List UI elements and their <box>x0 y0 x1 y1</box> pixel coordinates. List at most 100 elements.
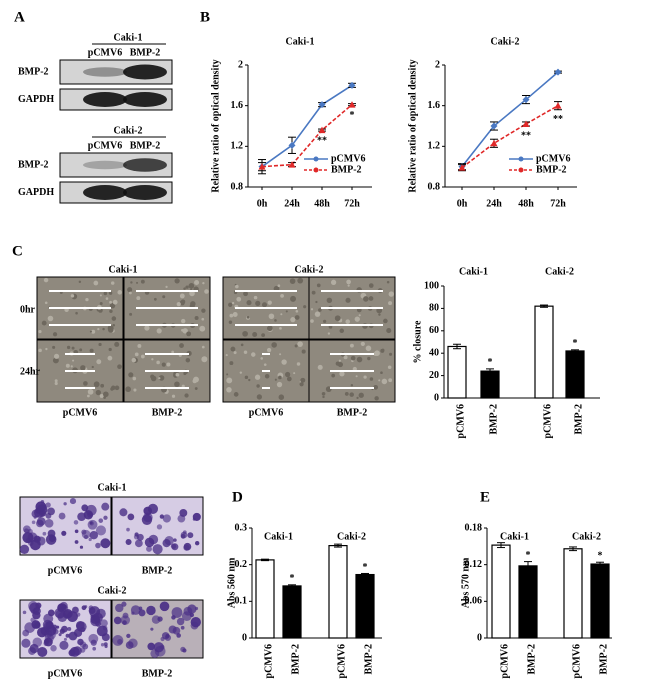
texture <box>383 318 388 324</box>
y-tick-label: 0 <box>477 632 482 643</box>
y-tick-label: 0.3 <box>235 522 248 533</box>
cell <box>22 629 30 637</box>
texture <box>228 302 233 307</box>
texture <box>52 345 56 349</box>
cell <box>162 514 171 523</box>
texture <box>204 289 209 294</box>
texture <box>315 300 318 304</box>
texture <box>129 291 132 295</box>
marker <box>318 101 326 109</box>
texture <box>378 313 381 316</box>
x-tick-label: 24h <box>486 198 502 209</box>
texture <box>153 297 157 301</box>
texture <box>294 344 298 348</box>
texture <box>263 363 267 366</box>
texture <box>300 377 306 383</box>
cell <box>117 639 123 645</box>
image-title: Caki-2 <box>295 264 324 275</box>
band <box>123 92 167 107</box>
texture <box>105 297 109 300</box>
texture <box>349 392 354 397</box>
texture <box>243 350 248 355</box>
cell <box>32 607 41 616</box>
texture <box>246 300 252 306</box>
y-axis-label: Relative ratio of optical density <box>407 59 418 192</box>
texture <box>274 378 277 381</box>
cell <box>36 517 46 526</box>
texture <box>52 357 59 364</box>
cell <box>76 612 81 617</box>
cell <box>43 621 54 633</box>
texture <box>232 312 238 318</box>
texture <box>374 350 380 357</box>
texture <box>47 315 54 322</box>
texture <box>54 381 58 386</box>
texture <box>166 362 171 367</box>
texture <box>347 284 350 287</box>
texture <box>107 355 113 361</box>
texture <box>281 359 287 365</box>
texture <box>286 376 292 382</box>
texture <box>299 382 304 387</box>
texture <box>194 387 198 390</box>
texture <box>236 296 242 302</box>
texture <box>233 392 239 397</box>
marker <box>258 163 266 170</box>
cell <box>159 601 170 612</box>
y-tick-label: 1.2 <box>231 141 244 152</box>
texture <box>176 302 181 307</box>
cell <box>98 518 104 523</box>
texture <box>296 362 301 366</box>
texture <box>343 355 348 360</box>
annotation: ** <box>317 135 327 146</box>
texture <box>271 342 277 348</box>
texture <box>66 345 71 350</box>
texture <box>389 352 393 356</box>
texture <box>41 320 47 326</box>
texture <box>110 387 114 391</box>
texture <box>285 310 288 313</box>
texture <box>229 313 234 318</box>
cell <box>67 627 72 631</box>
cell <box>61 604 69 612</box>
texture <box>228 320 233 324</box>
bar <box>447 345 467 399</box>
texture <box>125 386 131 393</box>
cell <box>85 504 97 516</box>
cell <box>81 529 87 535</box>
x-tick-label: BMP-2 <box>290 644 301 675</box>
cell <box>125 538 132 545</box>
texture <box>264 373 270 379</box>
texture <box>108 347 112 352</box>
texture <box>268 313 275 320</box>
annotation: * <box>488 357 493 368</box>
marker <box>554 68 562 76</box>
texture <box>111 316 117 321</box>
y-axis-label: Relative ratio of optical density <box>210 59 221 192</box>
cell <box>19 544 30 554</box>
texture <box>165 285 168 288</box>
panel-label: B <box>200 9 210 25</box>
texture <box>161 362 166 367</box>
cell <box>45 534 57 545</box>
cell <box>179 509 188 517</box>
cell <box>58 512 66 520</box>
texture <box>326 297 333 304</box>
cell <box>44 518 54 528</box>
texture <box>250 352 256 357</box>
texture <box>225 354 228 357</box>
texture <box>350 384 354 387</box>
lane-label: BMP-2 <box>142 565 173 576</box>
texture <box>150 375 157 382</box>
texture <box>114 341 120 347</box>
texture <box>365 345 372 352</box>
cell <box>40 500 45 504</box>
cell <box>103 642 108 647</box>
texture <box>226 387 232 393</box>
cell <box>131 611 135 615</box>
cell <box>95 542 101 549</box>
texture <box>185 357 191 363</box>
legend-label: BMP-2 <box>331 164 362 175</box>
texture <box>103 291 108 296</box>
legend-label: pCMV6 <box>536 153 570 164</box>
